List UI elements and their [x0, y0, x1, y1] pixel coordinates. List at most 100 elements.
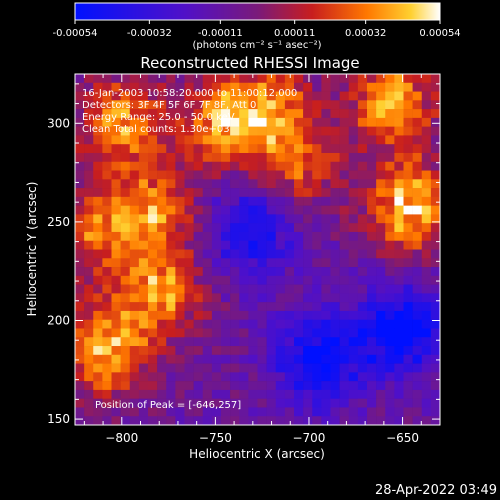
- heatmap-cell: [102, 267, 112, 277]
- heatmap-cell: [303, 126, 313, 136]
- heatmap-cell: [430, 275, 441, 285]
- heatmap-cell: [175, 82, 185, 92]
- heatmap-cell: [403, 275, 413, 285]
- heatmap-cell: [348, 100, 359, 110]
- heatmap-cell: [257, 205, 267, 215]
- heatmap-cell: [266, 231, 277, 242]
- heatmap-cell: [376, 170, 386, 180]
- heatmap-cell: [84, 284, 94, 294]
- heatmap-cell: [275, 258, 286, 268]
- heatmap-cell: [239, 389, 249, 399]
- heatmap-cell: [339, 109, 350, 119]
- heatmap-cell: [348, 328, 359, 338]
- heatmap-cell: [230, 117, 240, 127]
- heatmap-cell: [102, 354, 112, 364]
- heatmap-cell: [367, 389, 377, 399]
- heatmap-cell: [321, 302, 331, 312]
- heatmap-cell: [321, 74, 331, 84]
- heatmap-cell: [129, 302, 140, 312]
- heatmap-cell: [403, 82, 413, 92]
- heatmap-cell: [312, 161, 322, 171]
- heatmap-cell: [348, 319, 359, 329]
- heatmap-cell: [193, 389, 204, 399]
- heatmap-cell: [221, 275, 231, 285]
- y-axis-label: Heliocentric Y (arcsec): [25, 182, 39, 317]
- heatmap-cell: [248, 416, 258, 426]
- heatmap-cell: [367, 144, 377, 154]
- heatmap-cell: [175, 293, 185, 303]
- heatmap-cell: [312, 302, 322, 312]
- heatmap-cell: [312, 267, 322, 277]
- heatmap-cell: [303, 267, 313, 277]
- heatmap-cell: [120, 179, 131, 189]
- heatmap-cell: [84, 223, 94, 233]
- heatmap-cell: [430, 293, 441, 303]
- heatmap-cell: [138, 109, 149, 119]
- heatmap-cell: [166, 126, 176, 136]
- heatmap-cell: [275, 161, 286, 171]
- heatmap-cell: [129, 372, 140, 382]
- heatmap-cell: [166, 363, 176, 373]
- heatmap-cell: [367, 267, 377, 277]
- heatmap-cell: [184, 258, 194, 268]
- heatmap-cell: [111, 389, 121, 399]
- colorbar-ticks: -0.00054 -0.00032 -0.00011 0.00011 0.00032 0.…: [53, 20, 461, 39]
- heatmap-cell: [111, 354, 121, 364]
- heatmap-cell: [394, 188, 404, 198]
- heatmap-cell: [257, 240, 267, 250]
- heatmap-cell: [75, 214, 85, 224]
- heatmap-cell: [166, 372, 176, 382]
- heatmap-cell: [184, 100, 194, 110]
- heatmap-cell: [348, 258, 359, 268]
- heatmap-cell: [175, 91, 185, 101]
- heatmap-cell: [202, 82, 213, 92]
- heatmap-cell: [339, 152, 350, 163]
- heatmap-cell: [230, 363, 240, 373]
- heatmap-cell: [403, 109, 413, 119]
- heatmap-cell: [166, 170, 176, 180]
- heatmap-cell: [430, 267, 441, 277]
- heatmap-cell: [211, 319, 222, 329]
- heatmap-cell: [339, 354, 350, 364]
- heatmap-cell: [120, 267, 131, 277]
- heatmap-cell: [202, 240, 213, 250]
- heatmap-cell: [412, 91, 423, 101]
- heatmap-cell: [367, 74, 377, 84]
- heatmap-cell: [421, 196, 432, 206]
- heatmap-cell: [421, 170, 432, 180]
- heatmap-cell: [129, 135, 140, 145]
- heatmap-cell: [157, 302, 167, 312]
- heatmap-cell: [430, 170, 441, 180]
- heatmap-cell: [367, 214, 377, 224]
- heatmap-cell: [175, 135, 185, 145]
- heatmap-cell: [330, 354, 340, 364]
- heatmap-cell: [348, 337, 359, 347]
- heatmap-cell: [430, 117, 441, 127]
- heatmap-cell: [430, 240, 441, 250]
- heatmap-cell: [257, 231, 267, 242]
- heatmap-cell: [248, 258, 258, 268]
- heatmap-cell: [221, 214, 231, 224]
- heatmap-cell: [157, 126, 167, 136]
- heatmap-cell: [148, 74, 158, 84]
- heatmap-cell: [275, 319, 286, 329]
- heatmap-cell: [102, 170, 112, 180]
- heatmap-cell: [193, 267, 204, 277]
- heatmap-cell: [148, 161, 158, 171]
- heatmap-cell: [211, 284, 222, 294]
- heatmap-cell: [321, 240, 331, 250]
- heatmap-cell: [75, 179, 85, 189]
- heatmap-cell: [339, 302, 350, 312]
- heatmap-cell: [330, 258, 340, 268]
- heatmap-cell: [294, 302, 304, 312]
- heatmap-cell: [184, 337, 194, 347]
- heatmap-cell: [84, 398, 94, 408]
- heatmap-cell: [421, 381, 432, 391]
- heatmap-cell: [367, 275, 377, 285]
- colorbar-tick-label: 0.00054: [419, 28, 460, 39]
- heatmap-cell: [421, 100, 432, 110]
- heatmap-cell: [430, 231, 441, 242]
- heatmap-cell: [138, 231, 149, 242]
- heatmap-cell: [376, 205, 386, 215]
